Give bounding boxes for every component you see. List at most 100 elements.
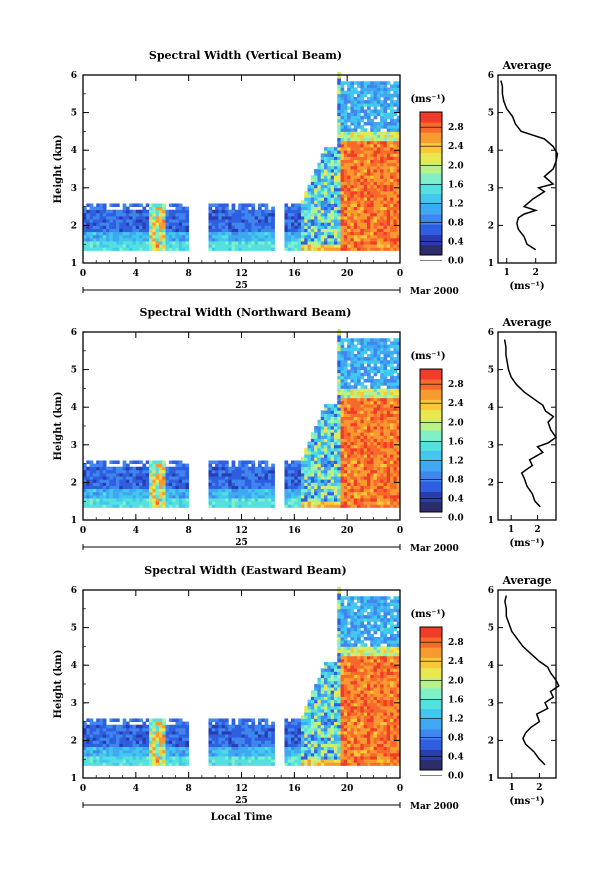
heatmap-cell <box>366 479 371 483</box>
heatmap-cell <box>350 338 355 342</box>
heatmap-cell <box>337 225 341 229</box>
heatmap-cell <box>390 122 394 126</box>
heatmap-cell <box>340 247 345 251</box>
heatmap-cell <box>228 482 232 486</box>
heatmap-cell <box>185 466 190 471</box>
heatmap-cell <box>386 485 391 490</box>
heatmap-cell <box>287 504 292 508</box>
heatmap-cell <box>145 498 150 502</box>
heatmap-cell <box>241 241 246 245</box>
heatmap-cell <box>347 237 351 242</box>
heatmap-cell <box>366 162 371 167</box>
heatmap-cell <box>393 407 398 411</box>
date-month-label: Mar 2000 <box>410 287 459 297</box>
heatmap-cell <box>324 197 328 201</box>
heatmap-cell <box>396 501 401 505</box>
heatmap-cell <box>340 147 345 151</box>
heatmap-cell <box>129 212 133 217</box>
heatmap-cell <box>396 363 401 367</box>
heatmap-cell <box>383 363 388 367</box>
heatmap-cell <box>320 476 325 480</box>
heatmap-cell <box>350 103 355 107</box>
heatmap-cell <box>396 394 401 399</box>
heatmap-cell <box>178 491 183 496</box>
heatmap-cell <box>350 388 355 392</box>
heatmap-cell <box>145 737 150 741</box>
heatmap-cell <box>370 150 374 154</box>
heatmap-cell <box>360 219 365 223</box>
colorbar-swatch <box>420 173 442 184</box>
heatmap-cell <box>337 112 341 117</box>
heatmap-cell <box>139 216 143 220</box>
heatmap-cell <box>208 501 213 505</box>
heatmap-cell <box>373 231 378 236</box>
heatmap-cell <box>353 190 358 195</box>
heatmap-cell <box>116 225 120 229</box>
heatmap-cell <box>261 473 266 477</box>
heatmap-cell <box>215 476 219 480</box>
heatmap-cell <box>350 222 355 226</box>
heatmap-cell <box>241 488 246 493</box>
heatmap-cell <box>106 244 110 248</box>
heatmap-cell <box>390 407 394 411</box>
heatmap-cell <box>353 491 358 496</box>
heatmap-cell <box>376 350 381 355</box>
heatmap-cell <box>396 219 401 223</box>
heatmap-cell <box>244 228 249 233</box>
heatmap-cell <box>383 494 388 499</box>
heatmap-cell <box>380 222 384 226</box>
heatmap-cell <box>393 143 398 148</box>
heatmap-cell <box>125 504 130 508</box>
heatmap-cell <box>317 225 322 229</box>
heatmap-cell <box>158 762 163 766</box>
heatmap-cells <box>83 71 401 251</box>
heatmap-cell <box>175 485 180 490</box>
heatmap-cell <box>182 743 186 748</box>
heatmap-cell <box>353 103 358 107</box>
heatmap-cell <box>172 727 176 732</box>
heatmap-cell <box>390 463 394 468</box>
heatmap-cell <box>132 219 137 223</box>
heatmap-cell <box>320 473 325 477</box>
heatmap-cell <box>142 463 147 468</box>
heatmap-cell <box>168 731 173 735</box>
heatmap-cell <box>390 131 394 135</box>
heatmap-cell <box>337 422 341 427</box>
heatmap-cell <box>340 451 345 455</box>
heatmap-cell <box>155 473 160 477</box>
heatmap-cell <box>363 476 368 480</box>
heatmap-cell <box>284 476 289 480</box>
heatmap-cell <box>350 147 355 151</box>
heatmap-cell <box>241 479 246 483</box>
heatmap-cell <box>357 159 361 164</box>
heatmap-cell <box>390 391 394 396</box>
heatmap-cell <box>360 360 365 364</box>
heatmap-cell <box>343 413 348 417</box>
heatmap-cell <box>373 494 378 499</box>
heatmap-cell <box>317 228 322 233</box>
heatmap-cell <box>373 181 378 186</box>
heatmap-cell <box>284 460 289 464</box>
heatmap-cell <box>175 237 180 242</box>
heatmap-cell <box>149 203 153 207</box>
heatmap-cell <box>258 498 262 502</box>
heatmap-cell <box>155 466 160 471</box>
heatmap-cell <box>357 435 361 439</box>
heatmap-cell <box>139 756 143 760</box>
heatmap-cell <box>340 109 345 113</box>
heatmap-cell <box>363 388 368 392</box>
heatmap-cell <box>185 727 190 732</box>
heatmap-cell <box>86 498 90 502</box>
heatmap-cell <box>310 432 315 436</box>
heatmap-cell <box>172 724 176 729</box>
heatmap-cell <box>83 469 87 474</box>
heatmap-cell <box>106 219 110 223</box>
heatmap-cell <box>353 422 358 427</box>
heatmap-cell <box>158 756 163 760</box>
heatmap-cell <box>182 749 186 754</box>
heatmap-cell <box>357 147 361 151</box>
heatmap-cell <box>228 469 232 474</box>
heatmap-cell <box>383 469 388 474</box>
heatmap-cell <box>370 175 374 179</box>
heatmap-cell <box>228 228 232 233</box>
